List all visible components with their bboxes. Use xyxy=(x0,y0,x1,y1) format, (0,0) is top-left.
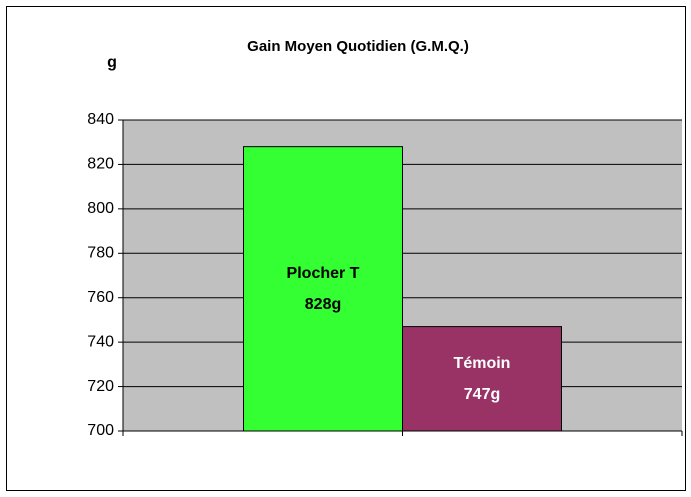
y-tick-label: 820 xyxy=(87,156,114,173)
y-tick-label: 800 xyxy=(87,200,114,217)
bar xyxy=(402,326,562,432)
chart-title: Gain Moyen Quotidien (G.M.Q.) xyxy=(247,38,469,55)
y-tick-label: 740 xyxy=(87,333,114,350)
y-axis-label: g xyxy=(107,54,117,71)
y-tick-label: 780 xyxy=(87,245,114,262)
bar-value-label: 828g xyxy=(305,296,341,313)
bar-category-label: Témoin xyxy=(454,355,511,372)
bar-value-label: 747g xyxy=(464,386,500,403)
y-tick-label: 700 xyxy=(87,422,114,439)
bar xyxy=(243,146,403,432)
y-tick-label: 840 xyxy=(87,111,114,128)
y-tick-label: 720 xyxy=(87,378,114,395)
y-tick-label: 760 xyxy=(87,289,114,306)
bar-category-label: Plocher T xyxy=(287,265,360,282)
